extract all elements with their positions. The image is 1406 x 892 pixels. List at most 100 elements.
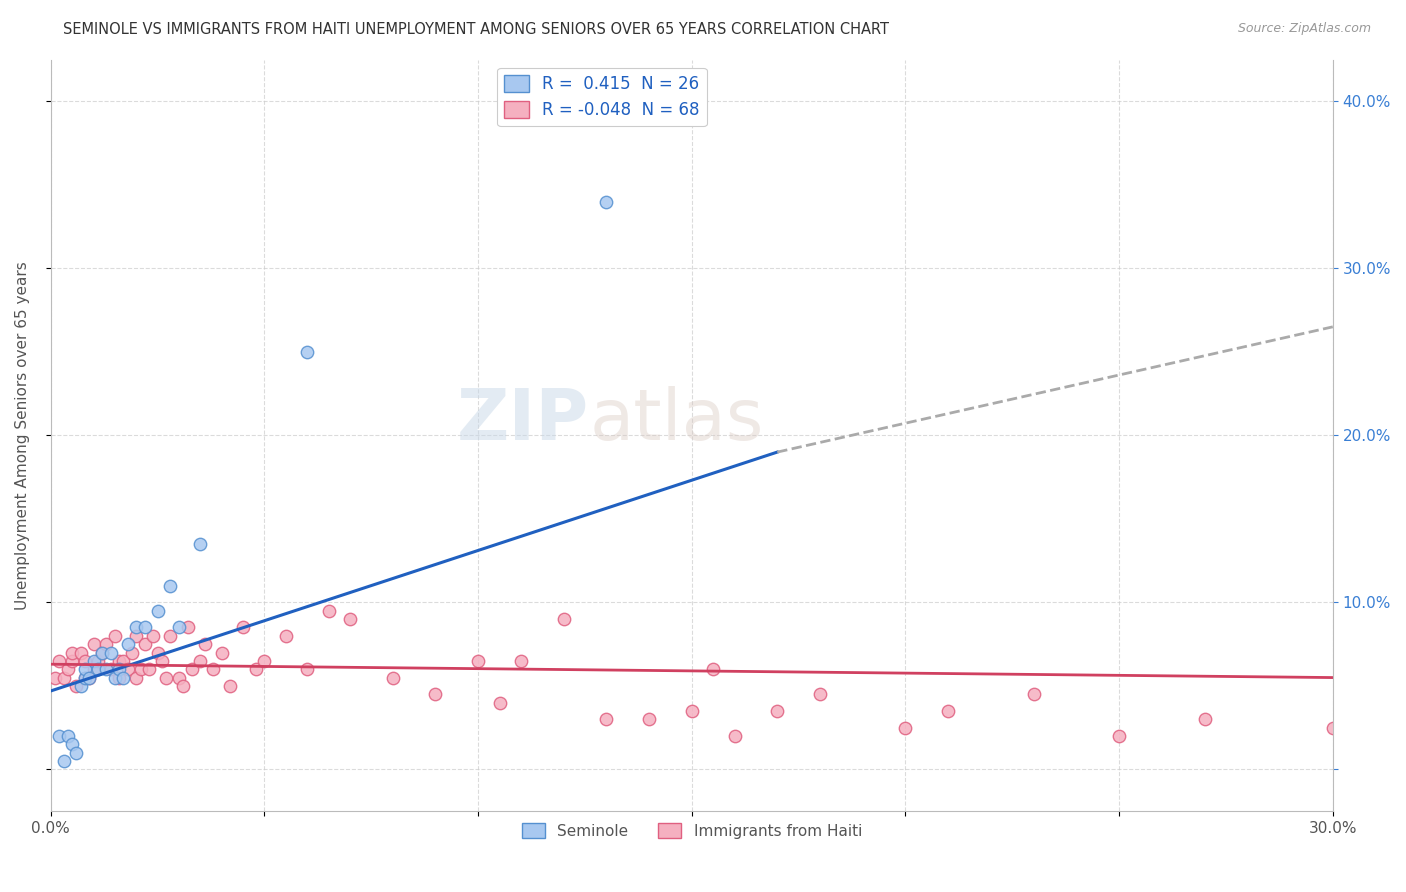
Point [595,712,617,726]
Point [219,679,242,693]
Point [1108,729,1130,743]
Point [125,671,148,685]
Point [595,194,617,209]
Point [245,662,267,676]
Point [56,729,79,743]
Point [52,671,75,685]
Point [91,646,114,660]
Point [180,662,202,676]
Point [83,654,105,668]
Point [297,344,319,359]
Point [104,671,127,685]
Point [894,721,917,735]
Point [69,679,91,693]
Point [723,729,745,743]
Point [1322,721,1344,735]
Point [274,629,297,643]
Point [91,646,114,660]
Point [73,671,96,685]
Legend: Seminole, Immigrants from Haiti: Seminole, Immigrants from Haiti [516,817,868,845]
Point [112,654,135,668]
Point [1194,712,1216,726]
Point [87,662,110,676]
Point [172,679,194,693]
Point [702,662,724,676]
Point [60,738,83,752]
Point [60,646,83,660]
Point [83,662,105,676]
Point [56,662,79,676]
Text: atlas: atlas [589,386,763,455]
Point [48,729,70,743]
Point [146,646,169,660]
Point [1022,687,1045,701]
Point [150,654,173,668]
Point [117,662,139,676]
Point [100,646,122,660]
Point [194,637,217,651]
Point [60,654,83,668]
Point [96,637,118,651]
Point [83,637,105,651]
Point [129,662,152,676]
Point [176,620,198,634]
Text: SEMINOLE VS IMMIGRANTS FROM HAITI UNEMPLOYMENT AMONG SENIORS OVER 65 YEARS CORRE: SEMINOLE VS IMMIGRANTS FROM HAITI UNEMPL… [63,22,889,37]
Point [125,620,148,634]
Point [146,604,169,618]
Text: Source: ZipAtlas.com: Source: ZipAtlas.com [1237,22,1371,36]
Point [108,671,131,685]
Point [65,746,87,760]
Point [167,620,190,634]
Point [48,654,70,668]
Point [134,620,156,634]
Text: ZIP: ZIP [457,386,589,455]
Point [211,646,233,660]
Point [142,629,165,643]
Point [339,612,361,626]
Point [190,654,212,668]
Point [202,662,225,676]
Point [108,654,131,668]
Point [134,637,156,651]
Point [425,687,447,701]
Point [121,646,143,660]
Point [69,646,91,660]
Point [232,620,254,634]
Point [381,671,404,685]
Point [65,679,87,693]
Point [87,654,110,668]
Point [155,671,177,685]
Y-axis label: Unemployment Among Seniors over 65 years: Unemployment Among Seniors over 65 years [15,261,30,610]
Point [138,662,160,676]
Point [52,754,75,768]
Point [73,662,96,676]
Point [108,662,131,676]
Point [766,704,789,718]
Point [681,704,703,718]
Point [96,662,118,676]
Point [159,579,181,593]
Point [553,612,575,626]
Point [117,637,139,651]
Point [73,654,96,668]
Point [44,671,66,685]
Point [73,671,96,685]
Point [936,704,959,718]
Point [100,662,122,676]
Point [467,654,489,668]
Point [79,671,101,685]
Point [638,712,661,726]
Point [79,671,101,685]
Point [509,654,531,668]
Point [190,537,212,551]
Point [808,687,831,701]
Point [112,671,135,685]
Point [318,604,340,618]
Point [167,671,190,685]
Point [104,629,127,643]
Point [125,629,148,643]
Point [253,654,276,668]
Point [159,629,181,643]
Point [297,662,319,676]
Point [488,696,510,710]
